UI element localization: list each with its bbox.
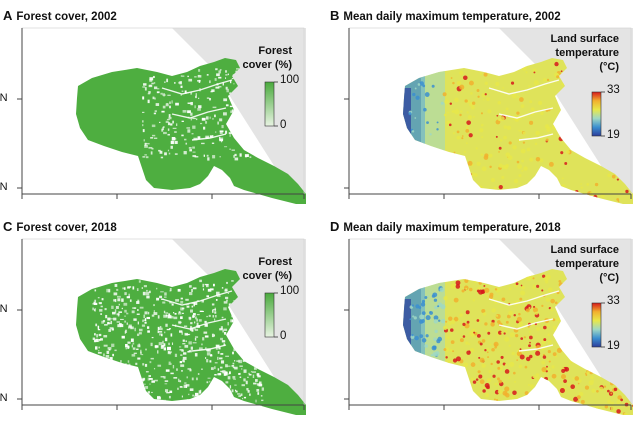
legend-max-value: 100 [280, 74, 300, 86]
legend-max-value: 33 [607, 295, 620, 307]
legend-colorbar [264, 81, 275, 127]
panel-title-text: Mean daily maximum temperature, 2018 [343, 222, 561, 234]
panel-letter: B [330, 8, 340, 23]
latitude-label: 1° N [0, 181, 8, 193]
legend-max-value: 100 [280, 285, 300, 297]
sea-area [172, 28, 306, 194]
panel-letter: C [3, 219, 13, 234]
panel-b: B Mean daily maximum temperature, 2002 La… [327, 8, 633, 204]
river-line [488, 79, 560, 95]
sea-area [499, 28, 633, 194]
sea-area [172, 239, 306, 405]
river-line [161, 79, 233, 95]
legend-max-value: 33 [607, 84, 620, 96]
land-area [76, 58, 306, 204]
panel-title: A Forest cover, 2002 [3, 8, 117, 23]
legend-title: Land surface temperature (°C) [550, 244, 619, 284]
legend-min-value: 19 [607, 340, 620, 352]
panel-title-text: Mean daily maximum temperature, 2002 [343, 11, 561, 23]
river-line [171, 107, 227, 119]
map-plot [17, 238, 306, 415]
river-line [191, 344, 227, 352]
legend-title: Forest cover (%) [242, 256, 292, 282]
legend-colorbar [264, 292, 275, 338]
river-line [488, 290, 560, 306]
sea-area [499, 239, 633, 405]
deforestation-pattern [92, 279, 265, 408]
legend-colorbar [591, 91, 602, 137]
deforestation-pattern [142, 68, 252, 161]
legend-min-value: 19 [607, 129, 620, 141]
river-line [191, 133, 227, 141]
map-plot [17, 27, 306, 204]
legend-colorbar [591, 302, 602, 348]
temperature-pattern [403, 274, 633, 415]
panel-title: D Mean daily maximum temperature, 2018 [330, 219, 561, 234]
legend-min-value: 0 [280, 330, 287, 342]
legend-title: Forest cover (%) [242, 45, 292, 71]
latitude-label: 2° N [0, 303, 8, 315]
panel-title: C Forest cover, 2018 [3, 219, 117, 234]
river-line [518, 344, 554, 352]
temperature-pattern [403, 61, 629, 203]
map-plot [344, 27, 633, 204]
panel-letter: A [3, 8, 13, 23]
legend-min-value: 0 [280, 119, 287, 131]
panel-title: B Mean daily maximum temperature, 2002 [330, 8, 561, 23]
river-line [161, 290, 233, 306]
river-line [498, 107, 554, 119]
panel-title-text: Forest cover, 2018 [16, 222, 117, 234]
legend-title: Land surface temperature (°C) [550, 33, 619, 73]
panel-title-text: Forest cover, 2002 [16, 11, 117, 23]
river-line [498, 318, 554, 330]
latitude-label: 2° N [0, 92, 8, 104]
map-plot [344, 238, 633, 415]
panel-letter: D [330, 219, 340, 234]
panel-d: D Mean daily maximum temperature, 2018 La… [327, 219, 633, 415]
land-area [403, 58, 633, 204]
river-line [171, 318, 227, 330]
latitude-label: 1° N [0, 392, 8, 404]
river-line [518, 133, 554, 141]
